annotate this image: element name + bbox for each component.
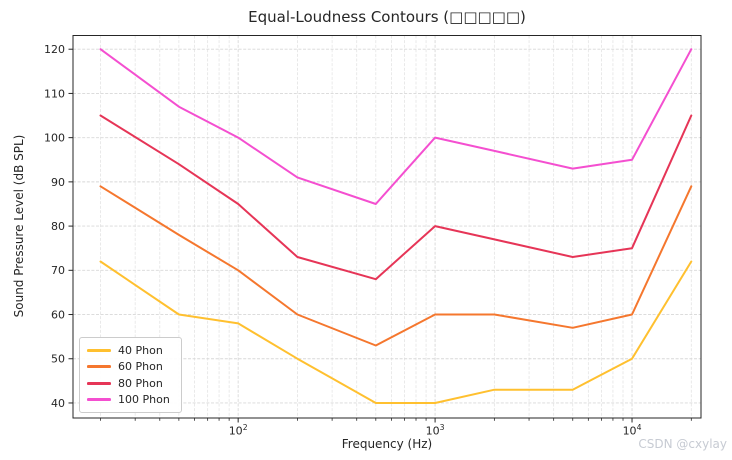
legend-swatch bbox=[87, 365, 111, 369]
legend-label: 60 Phon bbox=[118, 360, 163, 374]
legend-swatch bbox=[87, 398, 111, 402]
svg-text:70: 70 bbox=[51, 264, 65, 277]
svg-text:110: 110 bbox=[44, 87, 65, 100]
svg-text:104: 104 bbox=[623, 423, 642, 438]
legend-item: 80 Phon bbox=[87, 375, 174, 392]
svg-text:120: 120 bbox=[44, 43, 65, 56]
svg-text:102: 102 bbox=[229, 423, 248, 438]
legend-swatch bbox=[87, 381, 111, 385]
y-axis-label: Sound Pressure Level (dB SPL) bbox=[12, 134, 26, 318]
svg-text:100: 100 bbox=[44, 132, 65, 145]
svg-text:50: 50 bbox=[51, 353, 65, 366]
chart-title: Equal-Loudness Contours (□□□□□) bbox=[248, 8, 526, 26]
legend-label: 100 Phon bbox=[118, 393, 170, 407]
legend-item: 100 Phon bbox=[87, 392, 174, 409]
legend-item: 60 Phon bbox=[87, 359, 174, 376]
legend-label: 80 Phon bbox=[118, 376, 163, 390]
legend-label: 40 Phon bbox=[118, 343, 163, 357]
svg-text:80: 80 bbox=[51, 220, 65, 233]
legend: 40 Phon 60 Phon 80 Phon 100 Phon bbox=[79, 337, 182, 413]
svg-text:60: 60 bbox=[51, 308, 65, 321]
watermark: CSDN @cxylay bbox=[638, 437, 727, 451]
legend-item: 40 Phon bbox=[87, 342, 174, 359]
svg-text:90: 90 bbox=[51, 176, 65, 189]
x-axis-label: Frequency (Hz) bbox=[341, 437, 433, 451]
svg-text:40: 40 bbox=[51, 397, 65, 410]
svg-text:103: 103 bbox=[426, 423, 445, 438]
legend-swatch bbox=[87, 348, 111, 352]
